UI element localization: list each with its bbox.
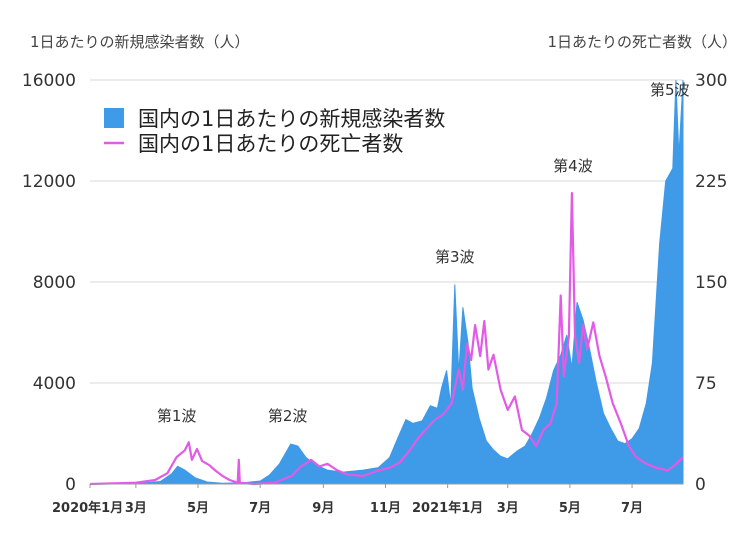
left-y-axis: 0 4000 8000 12000 16000 [22, 71, 76, 495]
x-tick-label-0: 2020年1月 [52, 500, 123, 516]
x-tick-label-6: 2021年1月 [412, 500, 483, 516]
right-tick-label-3: 225 [695, 172, 727, 192]
x-tick-label-4: 9月 [312, 501, 334, 516]
wave-label-4: 第4波 [553, 157, 593, 175]
left-tick-label-3: 12000 [22, 172, 76, 192]
right-axis-title: 1日あたりの死亡者数（人） [547, 33, 737, 51]
deaths-line [89, 192, 684, 486]
right-y-axis: 0 75 150 225 300 [695, 71, 727, 495]
wave-label-2: 第2波 [268, 407, 308, 425]
wave-label-3: 第3波 [435, 248, 475, 266]
deaths-line-series [89, 192, 684, 486]
right-tick-label-4: 300 [695, 71, 727, 91]
wave-label-5: 第5波 [650, 81, 690, 99]
x-tick-label-5: 11月 [370, 501, 401, 516]
legend-label-deaths: 国内の1日あたりの死亡者数 [138, 132, 403, 156]
x-tick-label-7: 3月 [497, 501, 519, 516]
left-tick-label-4: 16000 [22, 71, 76, 91]
wave-label-1: 第1波 [157, 407, 197, 425]
wave-annotations: 第1波 第2波 第3波 第4波 第5波 [157, 81, 690, 425]
right-tick-label-0: 0 [695, 475, 706, 495]
left-axis-title: 1日あたりの新規感染者数（人） [30, 33, 250, 51]
left-tick-label-1: 4000 [33, 374, 76, 394]
x-tick-label-1: 3月 [125, 501, 147, 516]
left-tick-label-0: 0 [65, 475, 76, 495]
x-axis: 2020年1月 3月 5月 7月 9月 11月 2021年1月 3月 5月 7月 [52, 484, 643, 516]
infections-area [89, 79, 684, 485]
x-tick-label-3: 7月 [249, 501, 271, 516]
right-tick-label-1: 75 [695, 374, 717, 394]
legend-swatch-infections [104, 108, 124, 128]
x-tick-label-8: 5月 [559, 501, 581, 516]
legend-label-infections: 国内の1日あたりの新規感染者数 [138, 107, 445, 131]
right-tick-label-2: 150 [695, 273, 727, 293]
infections-area-series [89, 79, 684, 485]
x-tick-label-2: 5月 [187, 501, 209, 516]
x-tick-label-9: 7月 [621, 501, 643, 516]
left-tick-label-2: 8000 [33, 273, 76, 293]
